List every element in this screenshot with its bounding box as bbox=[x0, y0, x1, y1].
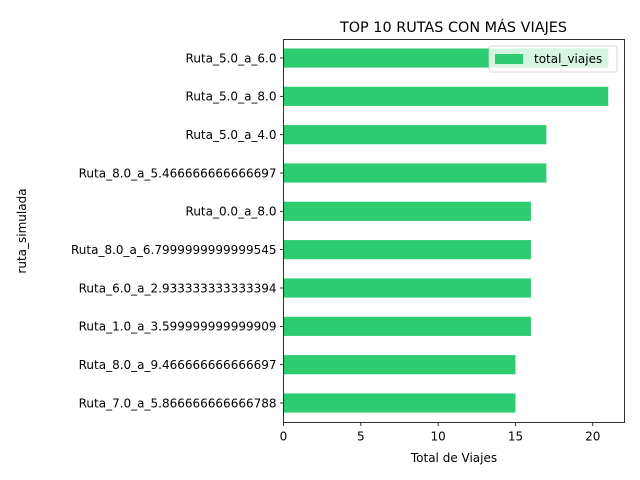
chart-title: TOP 10 RUTAS CON MÁS VIAJES bbox=[339, 19, 567, 36]
bar bbox=[283, 393, 516, 413]
bar bbox=[283, 278, 531, 298]
bar bbox=[283, 125, 547, 145]
x-tick-label: 20 bbox=[585, 430, 600, 444]
x-tick-label: 5 bbox=[357, 430, 365, 444]
bar bbox=[283, 201, 531, 221]
bar bbox=[283, 163, 547, 183]
bar bbox=[283, 355, 516, 375]
y-tick-label: Ruta_8.0_a_6.7999999999999545 bbox=[71, 243, 277, 257]
legend-swatch bbox=[495, 54, 523, 64]
bar bbox=[283, 316, 531, 336]
x-tick-label: 15 bbox=[508, 430, 523, 444]
y-tick-label: Ruta_5.0_a_8.0 bbox=[186, 90, 277, 104]
legend-label: total_viajes bbox=[534, 52, 602, 66]
y-tick-label: Ruta_7.0_a_5.866666666666788 bbox=[79, 396, 277, 410]
y-tick-label: Ruta_5.0_a_6.0 bbox=[186, 51, 277, 65]
x-tick-label: 10 bbox=[431, 430, 446, 444]
y-tick-label: Ruta_8.0_a_5.466666666666697 bbox=[79, 166, 277, 180]
bars-group bbox=[283, 48, 609, 413]
y-tick-label: Ruta_6.0_a_2.933333333333394 bbox=[79, 281, 277, 295]
x-tick-label: 0 bbox=[280, 430, 288, 444]
x-axis-label: Total de Viajes bbox=[410, 451, 497, 465]
y-axis-ticks: Ruta_5.0_a_6.0 Ruta_5.0_a_8.0 Ruta_5.0_a_4… bbox=[71, 51, 284, 410]
legend-frame bbox=[488, 45, 618, 73]
y-tick-label: Ruta_8.0_a_9.466666666666697 bbox=[79, 358, 277, 372]
y-axis-label: ruta_simulada bbox=[15, 188, 29, 273]
y-tick-label: Ruta_1.0_a_3.599999999999909 bbox=[79, 320, 277, 334]
plot-area-frame bbox=[283, 39, 625, 423]
x-axis-ticks: 0 5 10 15 20 bbox=[280, 422, 600, 444]
bar bbox=[283, 240, 531, 260]
y-tick-label: Ruta_5.0_a_4.0 bbox=[186, 128, 277, 142]
y-tick-label: Ruta_0.0_a_8.0 bbox=[186, 205, 277, 219]
bar bbox=[283, 86, 609, 106]
legend: total_viajes bbox=[488, 45, 618, 73]
